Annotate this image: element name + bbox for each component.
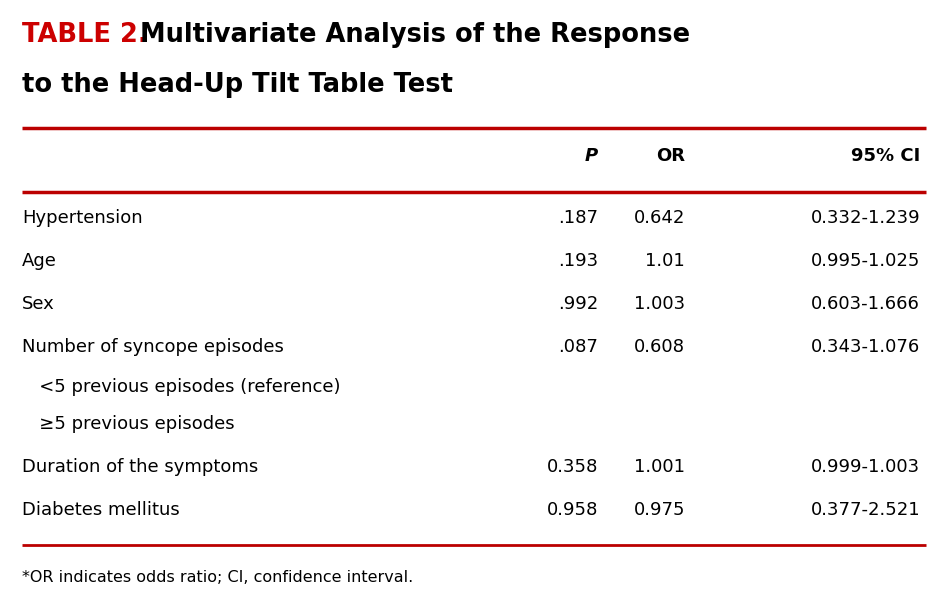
Text: Multivariate Analysis of the Response: Multivariate Analysis of the Response xyxy=(131,22,690,48)
Text: 0.608: 0.608 xyxy=(634,338,685,356)
Text: 1.003: 1.003 xyxy=(633,295,685,313)
Text: 0.343-1.076: 0.343-1.076 xyxy=(811,338,920,356)
Text: .187: .187 xyxy=(558,209,598,227)
Text: OR: OR xyxy=(656,147,685,165)
Text: 0.975: 0.975 xyxy=(633,501,685,519)
Text: <5 previous episodes (reference): <5 previous episodes (reference) xyxy=(22,378,341,396)
Text: ≥5 previous episodes: ≥5 previous episodes xyxy=(22,415,235,433)
Text: 1.01: 1.01 xyxy=(646,252,685,270)
Text: 0.332-1.239: 0.332-1.239 xyxy=(810,209,920,227)
Text: Age: Age xyxy=(22,252,57,270)
Text: .087: .087 xyxy=(558,338,598,356)
Text: 0.603-1.666: 0.603-1.666 xyxy=(811,295,920,313)
Text: 0.999-1.003: 0.999-1.003 xyxy=(811,458,920,476)
Text: 0.642: 0.642 xyxy=(633,209,685,227)
Text: 1.001: 1.001 xyxy=(634,458,685,476)
Text: *OR indicates odds ratio; CI, confidence interval.: *OR indicates odds ratio; CI, confidence… xyxy=(22,571,413,585)
Text: P: P xyxy=(584,147,598,165)
Text: to the Head-Up Tilt Table Test: to the Head-Up Tilt Table Test xyxy=(22,72,453,98)
Text: Hypertension: Hypertension xyxy=(22,209,143,227)
Text: Number of syncope episodes: Number of syncope episodes xyxy=(22,338,284,356)
Text: .193: .193 xyxy=(558,252,598,270)
Text: Sex: Sex xyxy=(22,295,55,313)
Text: 0.358: 0.358 xyxy=(547,458,598,476)
Text: Duration of the symptoms: Duration of the symptoms xyxy=(22,458,259,476)
Text: 0.958: 0.958 xyxy=(547,501,598,519)
Text: 0.995-1.025: 0.995-1.025 xyxy=(811,252,920,270)
Text: TABLE 2.: TABLE 2. xyxy=(22,22,147,48)
Text: Diabetes mellitus: Diabetes mellitus xyxy=(22,501,179,519)
Text: 95% CI: 95% CI xyxy=(851,147,920,165)
Text: .992: .992 xyxy=(558,295,598,313)
Text: 0.377-2.521: 0.377-2.521 xyxy=(810,501,920,519)
